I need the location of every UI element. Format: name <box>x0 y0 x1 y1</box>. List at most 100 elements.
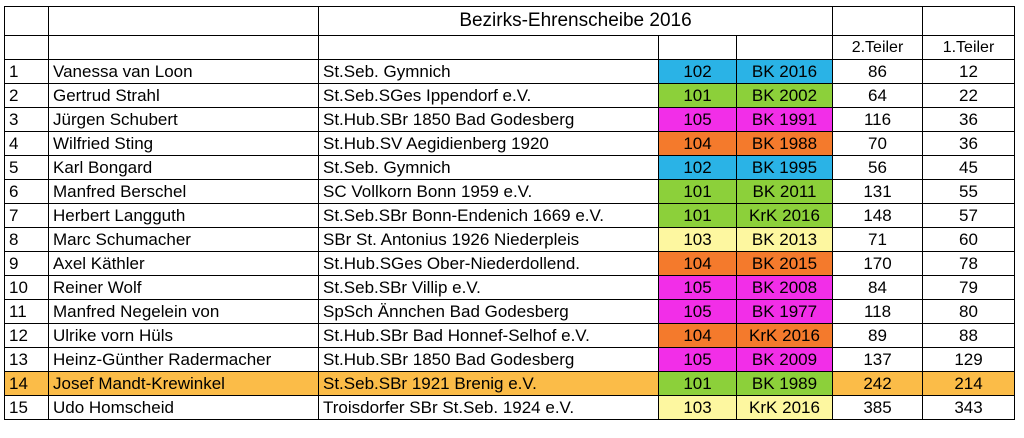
bk-cell: BK 2011 <box>736 179 833 204</box>
teiler2-cell: 86 <box>832 59 923 84</box>
club-cell: St.Hub.SBr 1850 Bad Godesberg <box>318 347 659 372</box>
table-row: 7 Herbert Langguth St.Seb.SBr Bonn-Endenic… <box>4 203 1015 228</box>
rank-cell: 14 <box>4 371 49 396</box>
bk-cell: BK 2013 <box>736 227 833 252</box>
teiler2-cell: 84 <box>832 275 923 300</box>
club-cell: St.Seb. Gymnich <box>318 155 659 180</box>
bk-cell: BK 2008 <box>736 275 833 300</box>
club-cell: St.Hub.SGes Ober-Niederdollend. <box>318 251 659 276</box>
club-cell: St.Hub.SBr Bad Honnef-Selhof e.V. <box>318 323 659 348</box>
name-cell: Herbert Langguth <box>48 203 319 228</box>
table-row: 11 Manfred Negelein von SpSch Ännchen Bad … <box>4 299 1015 324</box>
name-cell: Josef Mandt-Krewinkel <box>48 371 319 396</box>
table-row: 15 Udo Homscheid Troisdorfer SBr St.Seb. 1… <box>4 395 1015 420</box>
bk-cell: BK 1995 <box>736 155 833 180</box>
rank-cell: 1 <box>4 59 49 84</box>
code-cell: 105 <box>658 107 737 132</box>
club-cell: St.Hub.SBr 1850 Bad Godesberg <box>318 107 659 132</box>
bk-cell: BK 2015 <box>736 251 833 276</box>
teiler2-cell: 118 <box>832 299 923 324</box>
teiler1-cell: 60 <box>922 227 1015 252</box>
code-cell: 101 <box>658 203 737 228</box>
rank-cell: 15 <box>4 395 49 420</box>
name-cell: Heinz-Günther Radermacher <box>48 347 319 372</box>
club-cell: Troisdorfer SBr St.Seb. 1924 e.V. <box>318 395 659 420</box>
name-cell: Reiner Wolf <box>48 275 319 300</box>
name-cell: Marc Schumacher <box>48 227 319 252</box>
code-cell: 103 <box>658 395 737 420</box>
bk-cell: BK 2009 <box>736 347 833 372</box>
code-cell: 104 <box>658 131 737 156</box>
table-row: 2 Gertrud Strahl St.Seb.SGes Ippendorf e.V… <box>4 83 1015 108</box>
teiler2-cell: 71 <box>832 227 923 252</box>
teiler1-cell: 36 <box>922 131 1015 156</box>
table-row: 13 Heinz-Günther Radermacher St.Hub.SBr 18… <box>4 347 1015 372</box>
code-cell: 101 <box>658 371 737 396</box>
table-row: 5 Karl Bongard St.Seb. Gymnich 102 BK 1995 56… <box>4 155 1015 180</box>
header-teiler1: 1.Teiler <box>922 35 1015 60</box>
name-cell: Karl Bongard <box>48 155 319 180</box>
teiler1-cell: 12 <box>922 59 1015 84</box>
code-cell: 104 <box>658 323 737 348</box>
teiler2-cell: 242 <box>832 371 923 396</box>
rank-cell: 4 <box>4 131 49 156</box>
teiler2-cell: 131 <box>832 179 923 204</box>
club-cell: St.Seb. Gymnich <box>318 59 659 84</box>
rank-cell: 13 <box>4 347 49 372</box>
club-cell: St.Seb.SGes Ippendorf e.V. <box>318 83 659 108</box>
bk-cell: BK 1988 <box>736 131 833 156</box>
name-cell: Wilfried Sting <box>48 131 319 156</box>
teiler1-cell: 79 <box>922 275 1015 300</box>
code-cell: 101 <box>658 179 737 204</box>
name-cell: Manfred Negelein von <box>48 299 319 324</box>
name-cell: Vanessa van Loon <box>48 59 319 84</box>
code-cell: 105 <box>658 275 737 300</box>
results-table: Bezirks-Ehrenscheibe 2016 2.Teiler 1.Tei… <box>4 6 1015 420</box>
teiler2-cell: 89 <box>832 323 923 348</box>
teiler1-cell: 55 <box>922 179 1015 204</box>
club-cell: SpSch Ännchen Bad Godesberg <box>318 299 659 324</box>
table-row: 4 Wilfried Sting St.Hub.SV Aegidienberg 19… <box>4 131 1015 156</box>
code-cell: 104 <box>658 251 737 276</box>
name-cell: Axel Käthler <box>48 251 319 276</box>
name-cell: Ulrike vorn Hüls <box>48 323 319 348</box>
bk-cell: BK 1989 <box>736 371 833 396</box>
name-cell: Manfred Berschel <box>48 179 319 204</box>
teiler1-cell: 36 <box>922 107 1015 132</box>
teiler1-cell: 45 <box>922 155 1015 180</box>
name-cell: Udo Homscheid <box>48 395 319 420</box>
teiler1-cell: 22 <box>922 83 1015 108</box>
teiler2-cell: 170 <box>832 251 923 276</box>
rank-cell: 6 <box>4 179 49 204</box>
teiler1-cell: 78 <box>922 251 1015 276</box>
code-cell: 102 <box>658 59 737 84</box>
teiler1-cell: 129 <box>922 347 1015 372</box>
code-cell: 105 <box>658 347 737 372</box>
bk-cell: BK 1991 <box>736 107 833 132</box>
rank-cell: 5 <box>4 155 49 180</box>
table-row: 10 Reiner Wolf St.Seb.SBr Villip e.V. 105 BK… <box>4 275 1015 300</box>
code-cell: 103 <box>658 227 737 252</box>
rank-cell: 2 <box>4 83 49 108</box>
teiler2-cell: 70 <box>832 131 923 156</box>
rank-cell: 7 <box>4 203 49 228</box>
bk-cell: BK 1977 <box>736 299 833 324</box>
name-cell: Gertrud Strahl <box>48 83 319 108</box>
table-row: 1 Vanessa van Loon St.Seb. Gymnich 102 BK 20… <box>4 59 1015 84</box>
bk-cell: KrK 2016 <box>736 395 833 420</box>
bk-cell: KrK 2016 <box>736 203 833 228</box>
teiler2-cell: 148 <box>832 203 923 228</box>
code-cell: 101 <box>658 83 737 108</box>
rank-cell: 9 <box>4 251 49 276</box>
rank-cell: 11 <box>4 299 49 324</box>
club-cell: SBr St. Antonius 1926 Niederpleis <box>318 227 659 252</box>
table-row: 3 Jürgen Schubert St.Hub.SBr 1850 Bad Gode… <box>4 107 1015 132</box>
title-row: Bezirks-Ehrenscheibe 2016 <box>4 6 1015 36</box>
table-row: 12 Ulrike vorn Hüls St.Hub.SBr Bad Honnef-… <box>4 323 1015 348</box>
teiler2-cell: 137 <box>832 347 923 372</box>
rank-cell: 8 <box>4 227 49 252</box>
header-row: 2.Teiler 1.Teiler <box>4 35 1015 60</box>
teiler1-cell: 343 <box>922 395 1015 420</box>
club-cell: SC Vollkorn Bonn 1959 e.V. <box>318 179 659 204</box>
name-cell: Jürgen Schubert <box>48 107 319 132</box>
